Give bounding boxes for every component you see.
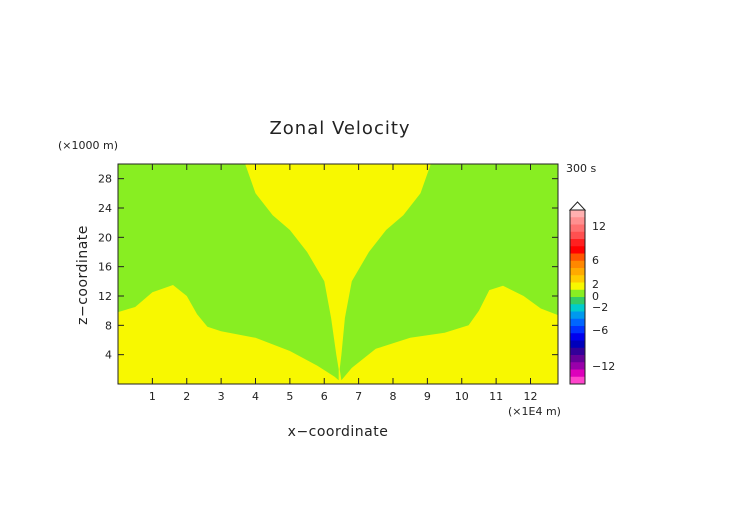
y-tick-label: 12 (98, 290, 112, 303)
colorbar-swatch (570, 347, 585, 356)
y-tick-label: 28 (98, 173, 112, 186)
colorbar-swatch (570, 268, 585, 276)
colorbar-label: −12 (592, 360, 615, 373)
colorbar-swatch (570, 282, 585, 291)
x-tick-label: 9 (424, 390, 431, 403)
x-unit-label: (×1E4 m) (508, 405, 561, 418)
x-tick-label: 5 (286, 390, 293, 403)
colorbar-label: 6 (592, 254, 599, 267)
colorbar-label: 12 (592, 220, 606, 233)
y-tick-label: 20 (98, 231, 112, 244)
y-tick-label: 4 (105, 349, 112, 362)
x-tick-label: 4 (252, 390, 259, 403)
colorbar-swatch (570, 239, 585, 247)
colorbar-labels: 12 6 20−2 −6 −12 (592, 220, 615, 373)
colorbar-swatch (570, 311, 585, 320)
x-axis-ticks: 1 2 3 4 5 6 7 8 9 10 11 12 (149, 164, 538, 403)
colorbar-top-arrow (568, 201, 587, 211)
x-tick-label: 12 (524, 390, 538, 403)
colorbar-swatch (570, 246, 585, 254)
x-axis-title: x−coordinate (288, 424, 389, 440)
y-unit-label: (×1000 m) (58, 139, 118, 152)
colorbar-label: −6 (592, 324, 608, 337)
y-tick-label: 16 (98, 261, 112, 274)
colorbar-swatch (570, 231, 585, 240)
y-tick-label: 8 (105, 319, 112, 332)
colorbar-swatch (570, 304, 585, 312)
colorbar-swatch (570, 318, 585, 327)
negative-region-right (339, 164, 558, 381)
colorbar-swatches (570, 210, 585, 385)
colorbar-swatch (570, 340, 585, 349)
colorbar-swatch (570, 369, 585, 378)
x-tick-label: 7 (355, 390, 362, 403)
colorbar-swatch (570, 217, 585, 225)
x-tick-label: 10 (455, 390, 469, 403)
colorbar-label: −2 (592, 301, 608, 314)
colorbar-swatch (570, 362, 585, 370)
colorbar-frame (569, 209, 586, 385)
x-tick-label: 2 (183, 390, 190, 403)
colorbar-swatch (570, 210, 585, 218)
colorbar: 12 6 20−2 −6 −12 (568, 201, 615, 385)
colorbar-swatch (570, 253, 585, 262)
y-axis-title: z−coordinate (75, 225, 91, 325)
x-tick-label: 8 (390, 390, 397, 403)
y-tick-label: 24 (98, 202, 112, 215)
colorbar-swatch (570, 376, 585, 385)
plot-frame (117, 163, 559, 385)
time-label: 300 s (566, 162, 596, 175)
colorbar-label: 0 (592, 290, 599, 303)
colorbar-label: 2 (592, 278, 599, 291)
y-axis-ticks: 4 8 12 16 20 24 28 (98, 173, 558, 362)
colorbar-swatch (570, 260, 585, 269)
chart-title: Zonal Velocity (269, 118, 410, 139)
colorbar-swatch (570, 355, 585, 363)
negative-velocity-regions (118, 164, 558, 381)
colorbar-swatch (570, 275, 585, 283)
x-tick-label: 1 (149, 390, 156, 403)
x-tick-label: 6 (321, 390, 328, 403)
colorbar-swatch (570, 326, 585, 334)
colorbar-swatch (570, 224, 585, 233)
x-tick-label: 11 (489, 390, 503, 403)
colorbar-swatch (570, 297, 585, 305)
x-tick-label: 3 (218, 390, 225, 403)
negative-region-left (118, 164, 339, 381)
colorbar-swatch (570, 289, 585, 298)
colorbar-swatch (570, 333, 585, 341)
